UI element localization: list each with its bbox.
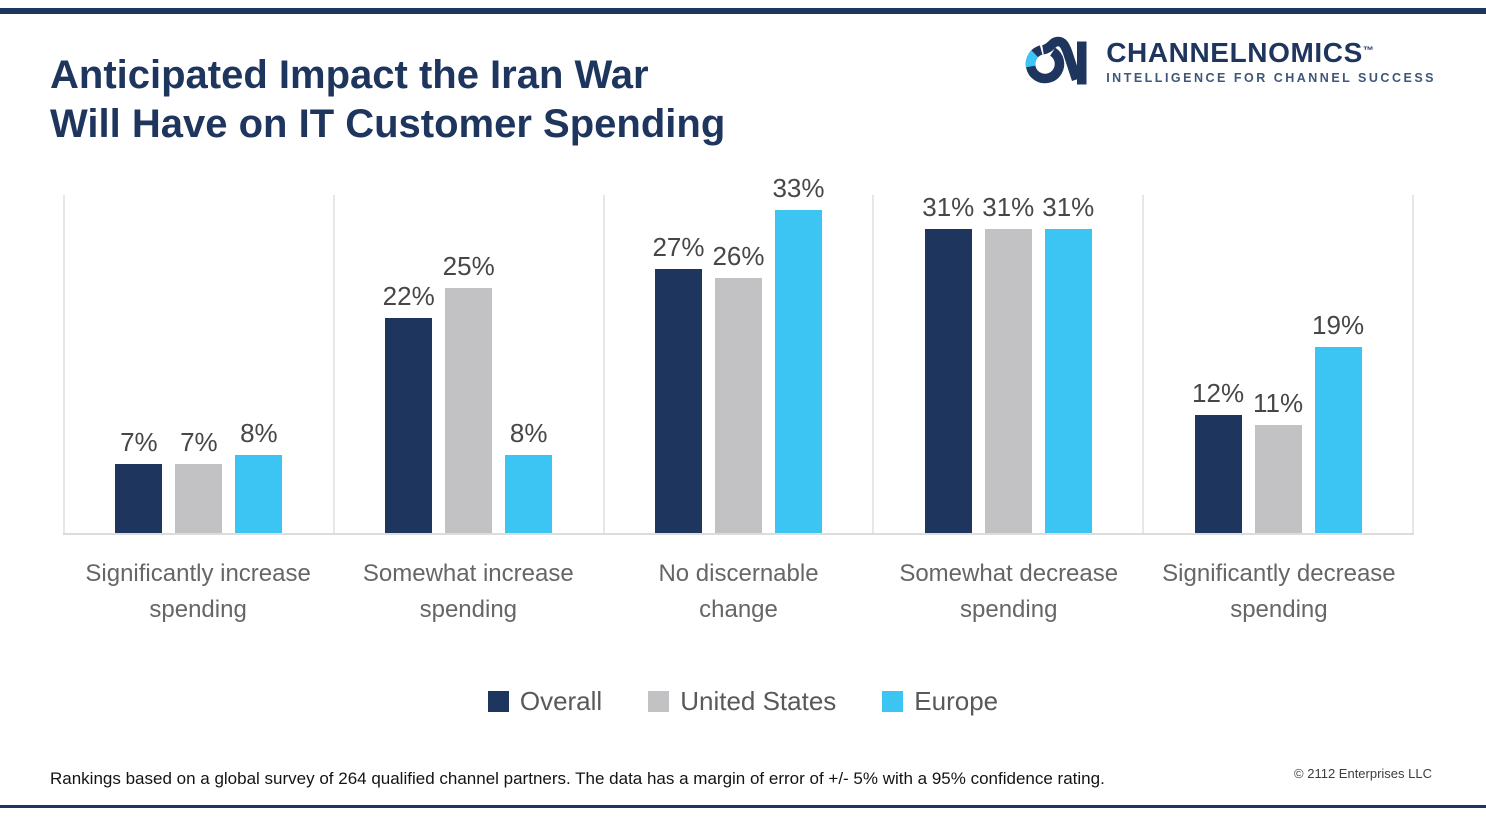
category-labels-row: Significantly increase spending Somewhat … xyxy=(63,556,1414,628)
chart-plot-area: 7% 7% 8% 22% 25% 8% 27% 26% 33% 31% 31% 31% 12% 11% 19… xyxy=(63,173,1414,535)
category-label: Significantly decrease spending xyxy=(1162,560,1396,623)
category-panel: 7% 7% 8% xyxy=(63,195,333,533)
bar-overall: 27% xyxy=(652,232,705,533)
logo-name-text: CHANNELNOMICS xyxy=(1106,36,1363,68)
bar-united-states: 26% xyxy=(712,241,765,533)
category-panel: 12% 11% 19% xyxy=(1142,195,1414,533)
bar-united-states: 7% xyxy=(175,427,223,533)
channelnomics-logo: CHANNELNOMICS™ INTELLIGENCE FOR CHANNEL … xyxy=(1024,33,1436,89)
bar-value-label: 12% xyxy=(1192,378,1245,409)
bar-value-label: 8% xyxy=(509,417,548,448)
bar-overall: 31% xyxy=(922,192,974,533)
legend-item-united-states: United States xyxy=(648,686,836,717)
logo-tagline: INTELLIGENCE FOR CHANNEL SUCCESS xyxy=(1106,70,1436,85)
legend-label: United States xyxy=(680,686,837,716)
trademark-symbol: ™ xyxy=(1362,44,1375,57)
bar-value-label: 11% xyxy=(1253,388,1304,419)
legend-label: Overall xyxy=(519,686,603,716)
bar-europe: 19% xyxy=(1312,310,1364,533)
chart-legend: Overall United States Europe xyxy=(0,686,1486,717)
bar-europe: 8% xyxy=(505,418,553,533)
bar-value-label: 27% xyxy=(652,231,705,262)
legend-swatch-europe xyxy=(882,691,904,712)
bar-overall: 12% xyxy=(1192,378,1244,533)
bar-united-states: 31% xyxy=(982,192,1034,533)
legend-swatch-overall xyxy=(487,691,509,712)
category-label: No discernable change xyxy=(658,560,819,623)
bar-value-label: 25% xyxy=(442,251,495,282)
logo-text: CHANNELNOMICS™ INTELLIGENCE FOR CHANNEL … xyxy=(1106,36,1436,85)
bar-value-label: 26% xyxy=(712,241,765,272)
methodology-note: Rankings based on a global survey of 264… xyxy=(50,769,1105,788)
legend-item-overall: Overall xyxy=(487,686,603,717)
bar-value-label: 31% xyxy=(1042,192,1095,223)
category-panel: 22% 25% 8% xyxy=(332,195,603,533)
bar-value-label: 31% xyxy=(982,192,1035,223)
bar-value-label: 7% xyxy=(120,427,158,458)
legend-label: Europe xyxy=(914,686,999,716)
cn-monogram-icon xyxy=(1025,36,1087,85)
bar-overall: 22% xyxy=(383,281,435,533)
copyright-text: © 2112 Enterprises LLC xyxy=(1294,766,1432,781)
legend-item-europe: Europe xyxy=(882,686,998,717)
legend-swatch-united-states xyxy=(648,691,670,712)
bar-value-label: 8% xyxy=(240,417,278,448)
bar-united-states: 11% xyxy=(1253,388,1303,533)
bottom-accent-bar xyxy=(0,805,1486,808)
bar-value-label: 31% xyxy=(922,192,975,223)
bar-united-states: 25% xyxy=(443,251,495,533)
bar-value-label: 7% xyxy=(180,427,218,458)
logo-wordmark: CHANNELNOMICS™ xyxy=(1106,36,1436,68)
top-accent-bar xyxy=(0,8,1486,14)
bar-europe: 33% xyxy=(772,173,825,533)
bar-overall: 7% xyxy=(115,427,163,533)
bar-value-label: 19% xyxy=(1312,309,1365,340)
bar-europe: 8% xyxy=(235,418,283,533)
category-label: Somewhat decrease spending xyxy=(899,560,1119,623)
category-label: Somewhat increase spending xyxy=(362,560,574,623)
bar-value-label: 22% xyxy=(382,280,435,311)
page-title: Anticipated Impact the Iran War Will Hav… xyxy=(50,52,726,146)
category-panel: 27% 26% 33% xyxy=(602,173,873,533)
category-panel: 31% 31% 31% xyxy=(872,192,1142,533)
bar-europe: 31% xyxy=(1042,192,1094,533)
category-label: Significantly increase spending xyxy=(85,560,311,623)
bar-value-label: 33% xyxy=(772,172,825,203)
